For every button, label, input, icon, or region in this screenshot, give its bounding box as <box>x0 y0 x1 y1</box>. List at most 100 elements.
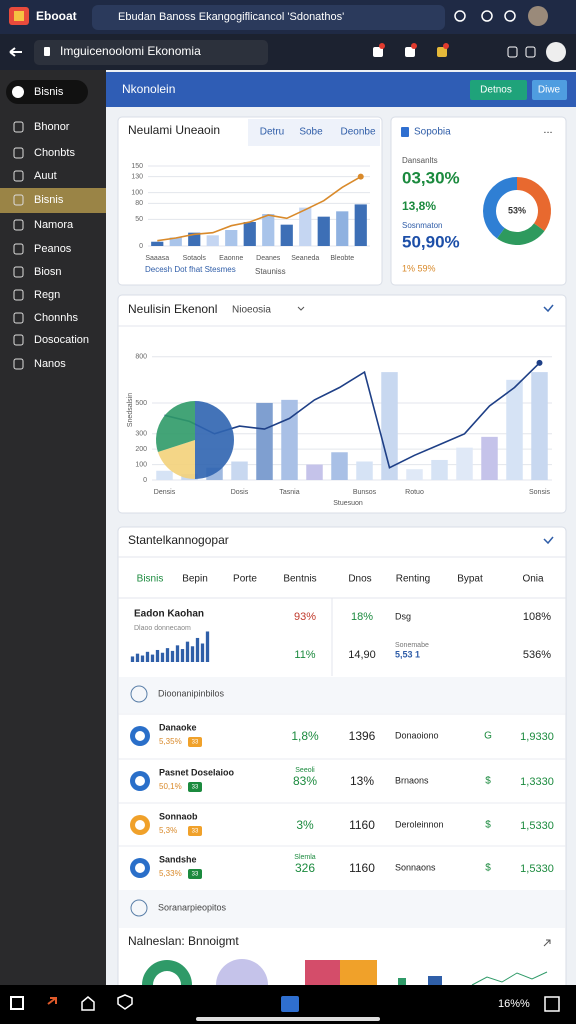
start-button[interactable] <box>10 996 24 1010</box>
dropdown[interactable] <box>297 306 305 311</box>
sidebar-item[interactable]: Biosn <box>34 266 62 278</box>
column-header[interactable]: Porte <box>233 574 257 585</box>
row-name[interactable]: Pasnet Doselaioo <box>159 767 235 777</box>
button-label[interactable]: Diwe <box>538 85 561 96</box>
stat-value: 50,90% <box>402 232 460 251</box>
row-icon-inner <box>135 776 145 786</box>
row-icon-inner <box>135 820 145 830</box>
taskbar-icon[interactable] <box>47 997 57 1005</box>
toolbar-icon <box>481 10 493 22</box>
bar <box>185 641 190 662</box>
ext-icon <box>373 47 383 57</box>
back-button[interactable] <box>9 47 22 57</box>
section-icon <box>130 685 148 703</box>
line-end-dot <box>357 173 364 180</box>
button[interactable] <box>532 80 567 100</box>
y-tick-label: 300 <box>135 431 147 438</box>
row-name[interactable]: Sandshe <box>159 854 197 864</box>
menu[interactable]: ... <box>543 124 552 136</box>
sidebar-top[interactable] <box>6 80 88 104</box>
address-bar[interactable] <box>34 40 268 65</box>
column-header[interactable]: Bentnis <box>283 574 316 585</box>
bar <box>506 379 523 480</box>
sidebar-icon <box>13 121 24 133</box>
sidebar-icon <box>13 289 24 301</box>
section-row <box>119 890 565 928</box>
sidebar-item[interactable]: Chonnhs <box>34 312 79 324</box>
sidebar-item[interactable]: Nanos <box>34 358 66 370</box>
x-tick-label: Tasnia <box>279 489 299 496</box>
badge <box>188 737 202 747</box>
bar <box>281 399 298 480</box>
bar <box>531 372 548 480</box>
tab[interactable] <box>92 5 445 30</box>
bar <box>331 452 348 480</box>
tab[interactable]: Deonbe <box>340 127 375 138</box>
sidebar-item[interactable]: Auut <box>34 170 57 182</box>
stat-label: 1% 59% <box>402 263 436 273</box>
button[interactable] <box>470 80 527 100</box>
button-label[interactable]: Detnos <box>480 85 512 96</box>
bar <box>481 436 498 480</box>
taskbar-app[interactable] <box>281 996 299 1012</box>
row-value: 1396 <box>349 729 376 743</box>
x-tick-label: Bunsos <box>353 489 377 496</box>
column-header[interactable]: Bepin <box>182 574 208 585</box>
column-header[interactable]: Renting <box>396 574 430 585</box>
sidebar-icon <box>13 147 24 159</box>
column-header[interactable]: Dnos <box>348 574 371 585</box>
column-header[interactable]: Bisnis <box>137 574 164 585</box>
section-icon <box>130 899 148 917</box>
badge <box>188 869 202 879</box>
row-text: Sonnaons <box>395 862 436 872</box>
collapse[interactable] <box>543 304 554 313</box>
sidebar-icon <box>13 266 24 278</box>
row-name[interactable]: Danaoke <box>159 722 197 732</box>
x-tick-label: Deanes <box>256 255 281 262</box>
taskbar-icon[interactable] <box>81 996 95 1011</box>
x-tick-label: Densis <box>154 489 176 496</box>
sidebar-item[interactable]: Dosocation <box>34 334 89 346</box>
profile <box>546 42 566 62</box>
badge-label: 33 <box>192 740 199 746</box>
home-indicator <box>196 1017 380 1021</box>
bar <box>180 649 185 662</box>
column-header[interactable]: Onia <box>522 574 544 585</box>
sidebar-item[interactable]: Chonbts <box>34 147 75 159</box>
badge <box>411 43 417 49</box>
bar <box>169 237 182 246</box>
footnote: Decesh Dot fhat Stesmes <box>145 265 236 274</box>
bar <box>381 372 398 480</box>
preview-line <box>471 971 548 986</box>
tab[interactable]: Detru <box>260 127 284 138</box>
bar <box>160 652 165 662</box>
pie-slice <box>497 223 545 246</box>
sidebar-icon <box>13 358 24 370</box>
sidebar-item[interactable]: Bisnis <box>34 194 64 206</box>
lock-icon <box>44 47 50 56</box>
bar <box>151 241 164 246</box>
expand[interactable] <box>543 939 551 947</box>
card-title: Sopobia <box>414 127 451 138</box>
card <box>117 294 567 514</box>
column-header[interactable]: Bypat <box>457 574 483 585</box>
sidebar-icon <box>13 170 24 182</box>
bar <box>336 211 349 246</box>
taskbar-icon[interactable] <box>544 996 560 1012</box>
sidebar-item[interactable]: Peanos <box>34 243 72 255</box>
row-name[interactable]: Sonnaob <box>159 811 198 821</box>
sidebar-item[interactable]: Namora <box>34 219 74 231</box>
x-tick-label: Sotaols <box>183 255 207 262</box>
y-tick-label: 100 <box>135 461 147 468</box>
line-end-dot <box>536 359 543 366</box>
tab[interactable]: Sobe <box>299 127 323 138</box>
summary-value: Dsg <box>395 611 411 621</box>
sidebar-item[interactable]: Regn <box>34 289 60 301</box>
collapse[interactable] <box>543 536 554 545</box>
sidebar-item[interactable]: Bhonor <box>34 121 70 133</box>
card-title: Neulami Uneaoin <box>128 123 220 137</box>
bar <box>195 637 200 662</box>
taskbar-icon[interactable] <box>117 994 133 1010</box>
